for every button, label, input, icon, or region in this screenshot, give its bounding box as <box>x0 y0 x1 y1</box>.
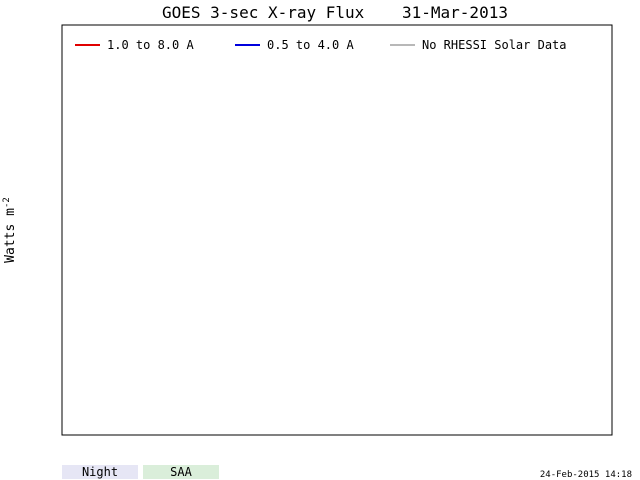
legend-label-nodata: No RHESSI Solar Data <box>422 38 567 52</box>
creation-timestamp: 24-Feb-2015 14:18 <box>540 470 632 480</box>
legend-label-short: 0.5 to 4.0 A <box>267 38 354 52</box>
saa-label: SAA <box>170 465 192 479</box>
plot-frame <box>61 24 613 436</box>
bottom-legend: Night SAA <box>62 465 219 479</box>
chart-title: GOES 3-sec X-ray Flux <box>162 3 365 22</box>
night-label: Night <box>82 465 118 479</box>
night-swatch <box>62 465 138 479</box>
y-axis-label: Watts m-2 <box>2 197 18 263</box>
legend: 1.0 to 8.0 A 0.5 to 4.0 A No RHESSI Sola… <box>75 38 567 52</box>
saa-swatch <box>143 465 219 479</box>
legend-label-long: 1.0 to 8.0 A <box>107 38 194 52</box>
chart-date: 31-Mar-2013 <box>402 3 508 22</box>
